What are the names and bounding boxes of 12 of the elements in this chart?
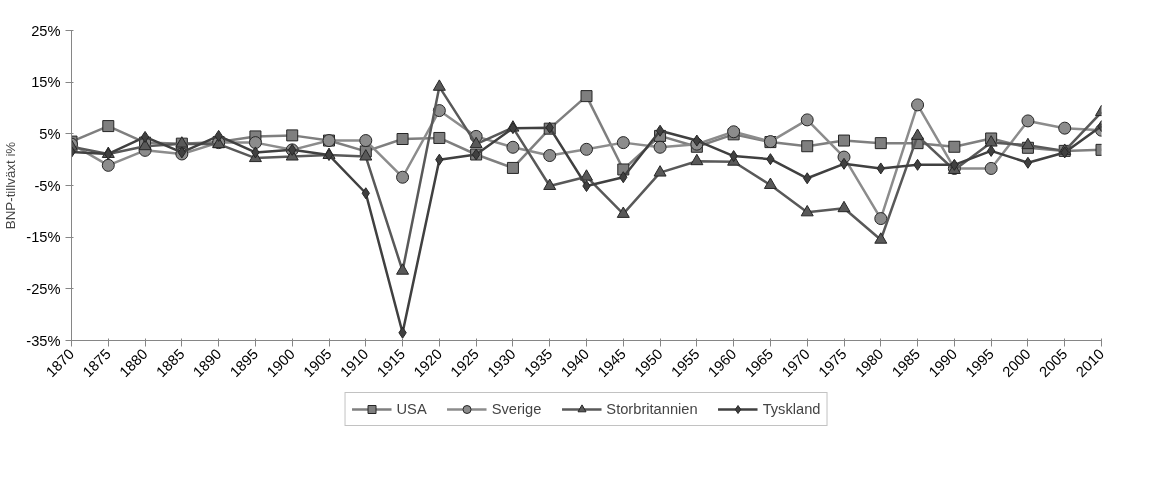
y-tick-label: 25% (31, 22, 61, 39)
y-tick-label: 5% (39, 125, 61, 142)
legend-label: Sverige (491, 401, 542, 417)
legend-label: Storbritannien (606, 401, 698, 417)
y-tick-label: -15% (26, 229, 61, 246)
y-axis-title: BNP-tillväxt i% (3, 141, 19, 230)
legend-label: Tyskland (762, 401, 821, 417)
y-tick-label: -25% (26, 280, 61, 297)
y-tick-label: -35% (26, 332, 61, 349)
y-tick-label: 15% (31, 74, 61, 91)
legend-label: USA (396, 401, 427, 417)
y-tick-label: -5% (34, 177, 61, 194)
